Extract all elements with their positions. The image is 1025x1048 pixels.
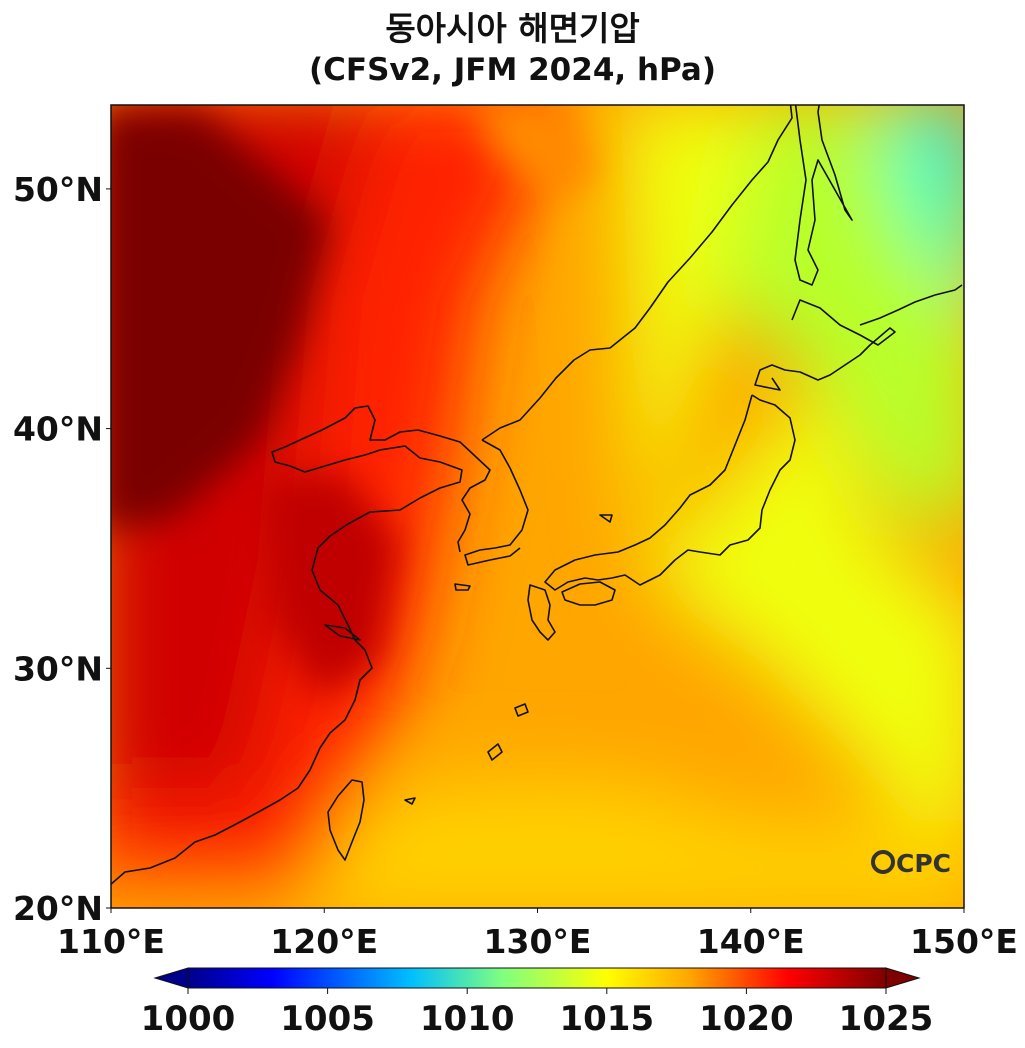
- colorbar-max-extension: [885, 967, 921, 989]
- colorbar-gradient: [187, 967, 887, 989]
- map-title: 동아시아 해면기압: [385, 9, 640, 48]
- colorbar-tick-label: 1010: [420, 999, 515, 1039]
- coastlines: [111, 105, 963, 886]
- lat-tick-label: 20°N: [13, 889, 103, 928]
- lat-tick-label: 50°N: [13, 170, 103, 209]
- latitude-axis: 20°N 30°N 40°N 50°N: [13, 170, 111, 928]
- lon-tick-label: 140°E: [697, 922, 805, 961]
- lon-tick-label: 120°E: [270, 922, 378, 961]
- colorbar-tick-label: 1005: [280, 999, 375, 1039]
- longitude-axis: 110°E 120°E 130°E 140°E 150°E: [57, 908, 1018, 961]
- colorbar-tick-label: 1015: [559, 999, 654, 1039]
- colorbar-tick-label: 1020: [699, 999, 794, 1039]
- colorbar: 1000 1005 1010 1015 1020 1025: [141, 967, 934, 1039]
- cpc-logo: CPC: [871, 849, 951, 878]
- lat-tick-label: 30°N: [13, 649, 103, 688]
- map-subtitle: (CFSv2, JFM 2024, hPa): [308, 52, 716, 88]
- colorbar-tick-label: 1000: [141, 999, 236, 1039]
- lon-tick-label: 130°E: [484, 922, 592, 961]
- colorbar-tick-label: 1025: [839, 999, 934, 1039]
- logo-text: CPC: [896, 849, 951, 878]
- lon-tick-label: 150°E: [910, 922, 1018, 961]
- pressure-field: [111, 105, 964, 908]
- lon-tick-label: 110°E: [57, 922, 165, 961]
- lat-tick-label: 40°N: [13, 410, 103, 449]
- colorbar-min-extension: [153, 967, 189, 989]
